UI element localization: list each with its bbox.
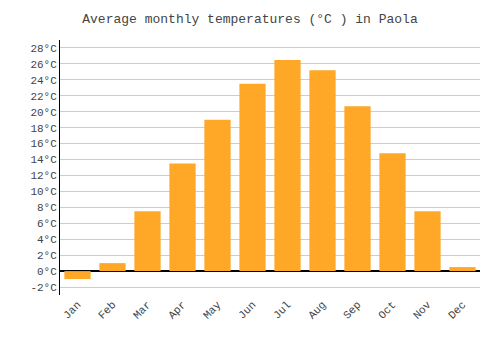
svg-text:Apr: Apr [166,299,188,321]
svg-text:22°C: 22°C [30,91,57,103]
svg-text:Mar: Mar [131,299,153,321]
svg-text:Dec: Dec [446,299,468,321]
svg-text:Nov: Nov [411,299,434,322]
svg-text:May: May [201,299,224,322]
svg-text:0°C: 0°C [37,266,57,278]
svg-text:14°C: 14°C [30,154,57,166]
svg-text:26°C: 26°C [30,59,57,71]
svg-text:8°C: 8°C [37,202,57,214]
svg-text:Jan: Jan [61,299,83,321]
svg-text:12°C: 12°C [30,170,57,182]
svg-text:Feb: Feb [96,299,118,321]
svg-text:16°C: 16°C [30,138,57,150]
svg-text:Average monthly temperatures (: Average monthly temperatures (°C ) in Pa… [82,12,418,27]
svg-text:20°C: 20°C [30,107,57,119]
svg-text:4°C: 4°C [37,234,57,246]
svg-text:Jun: Jun [236,299,258,321]
svg-text:Aug: Aug [306,299,328,321]
svg-text:24°C: 24°C [30,75,57,87]
svg-text:2°C: 2°C [37,250,57,262]
svg-text:Jul: Jul [271,299,293,321]
svg-text:Oct: Oct [376,299,398,321]
svg-text:28°C: 28°C [30,43,57,55]
svg-text:Sep: Sep [341,299,363,321]
svg-text:10°C: 10°C [30,186,57,198]
svg-text:-2°C: -2°C [30,282,57,294]
svg-text:18°C: 18°C [30,123,57,135]
svg-text:6°C: 6°C [37,218,57,230]
